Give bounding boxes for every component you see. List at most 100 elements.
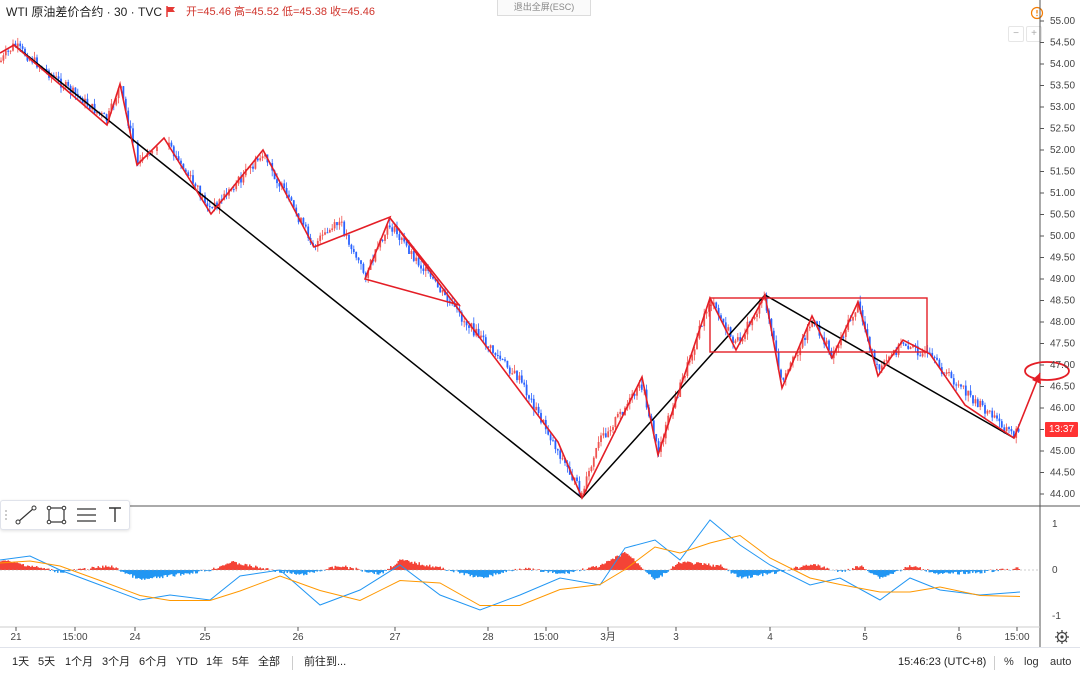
candle-body: [291, 197, 293, 200]
macd-bar: [558, 570, 560, 573]
percent-toggle[interactable]: %: [1004, 648, 1014, 676]
macd-bar: [428, 566, 430, 570]
candle-body: [711, 305, 713, 306]
macd-bar: [624, 552, 626, 570]
clock-display[interactable]: 15:46:23 (UTC+8): [898, 648, 986, 676]
candle-body: [420, 265, 422, 268]
candle-body: [492, 345, 494, 353]
macd-bar: [119, 570, 121, 571]
range-ytd-button[interactable]: YTD: [176, 648, 198, 676]
range-5d-button[interactable]: 5天: [38, 648, 55, 676]
macd-bar: [425, 566, 427, 570]
candle-body: [970, 391, 972, 396]
macd-bar: [186, 570, 188, 573]
macd-bar: [698, 562, 700, 570]
candle-body: [975, 399, 977, 403]
range-1y-button[interactable]: 1年: [206, 648, 223, 676]
macd-bar: [824, 566, 826, 570]
macd-bar: [689, 562, 691, 570]
line-tool-icon[interactable]: [16, 506, 36, 524]
candle-body: [953, 378, 955, 384]
candle-body: [0, 61, 2, 62]
macd-bar: [134, 570, 136, 576]
macd-bar: [117, 568, 119, 570]
macd-bar: [804, 566, 806, 570]
price-chart[interactable]: 55.0054.5054.0053.5053.0052.5052.0051.50…: [0, 0, 1080, 647]
macd-bar: [972, 570, 974, 573]
drag-handle[interactable]: [5, 510, 7, 520]
macd-bar: [164, 570, 166, 575]
macd-bar: [734, 570, 736, 574]
macd-bar: [377, 570, 379, 574]
candle-body: [1001, 421, 1003, 427]
macd-bar: [740, 570, 742, 576]
macd-bar: [1017, 567, 1019, 570]
macd-bar: [623, 553, 625, 570]
candle-body: [401, 238, 403, 240]
price-axis-label: 53.00: [1050, 102, 1075, 113]
candle-body: [399, 234, 401, 240]
rectangle-tool-icon[interactable]: [47, 506, 66, 524]
macd-bar: [636, 563, 638, 570]
range-3m-button[interactable]: 3个月: [102, 648, 130, 676]
candle-body: [319, 236, 321, 241]
macd-bar: [152, 570, 154, 578]
macd-bar: [750, 570, 752, 578]
range-1d-button[interactable]: 1天: [12, 648, 29, 676]
range-all-button[interactable]: 全部: [258, 648, 280, 676]
macd-bar: [506, 570, 508, 572]
candle-body: [257, 159, 259, 161]
auto-toggle[interactable]: auto: [1050, 648, 1071, 676]
candle-body: [415, 258, 417, 261]
time-axis-label: 25: [199, 632, 211, 643]
macd-bar: [492, 570, 494, 576]
macd-bar: [717, 565, 719, 570]
range-6m-button[interactable]: 6个月: [139, 648, 167, 676]
macd-bar: [659, 570, 661, 578]
candle-body: [17, 44, 19, 47]
macd-bar: [600, 565, 602, 570]
macd-bar: [41, 568, 43, 570]
macd-bar: [287, 570, 289, 573]
macd-bar: [167, 570, 169, 577]
macd-bar: [594, 567, 596, 570]
candle-body: [411, 251, 413, 254]
macd-bar: [461, 570, 463, 573]
candle-body: [408, 246, 410, 254]
macd-bar: [819, 565, 821, 570]
zigzag-drawing[interactable]: [0, 45, 1040, 498]
macd-bar: [723, 568, 725, 570]
macd-bar: [173, 570, 175, 576]
macd-bar: [27, 565, 29, 570]
macd-bar: [923, 569, 925, 570]
time-axis-label: 15:00: [533, 632, 558, 643]
candle-body: [156, 147, 158, 151]
parallel-channel-icon[interactable]: [77, 509, 96, 521]
drawing-toolbar-icons: [1, 501, 129, 529]
candle-body: [615, 417, 617, 427]
macd-bar: [984, 570, 986, 573]
candle-body: [989, 411, 991, 412]
candle-body: [283, 183, 285, 188]
macd-bar: [686, 562, 688, 570]
macd-bar: [420, 565, 422, 570]
candle-body: [490, 345, 492, 348]
macd-bar: [267, 568, 269, 570]
range-5y-button[interactable]: 5年: [232, 648, 249, 676]
candle-body: [855, 312, 857, 316]
settings-gear-icon[interactable]: [1055, 630, 1069, 644]
candle-body: [1011, 429, 1013, 431]
macd-bar: [758, 570, 760, 576]
range-1m-button[interactable]: 1个月: [65, 648, 93, 676]
macd-bar: [123, 570, 125, 572]
macd-bar: [146, 570, 148, 579]
goto-date-button[interactable]: 前往到...: [304, 648, 346, 676]
macd-bar: [246, 564, 248, 570]
trend-line-main[interactable]: [14, 45, 1014, 498]
candle-body: [197, 186, 199, 187]
log-toggle[interactable]: log: [1024, 648, 1039, 676]
price-axis-label: 52.50: [1050, 124, 1075, 135]
text-tool-icon[interactable]: [109, 508, 121, 522]
macd-bar: [5, 560, 7, 570]
